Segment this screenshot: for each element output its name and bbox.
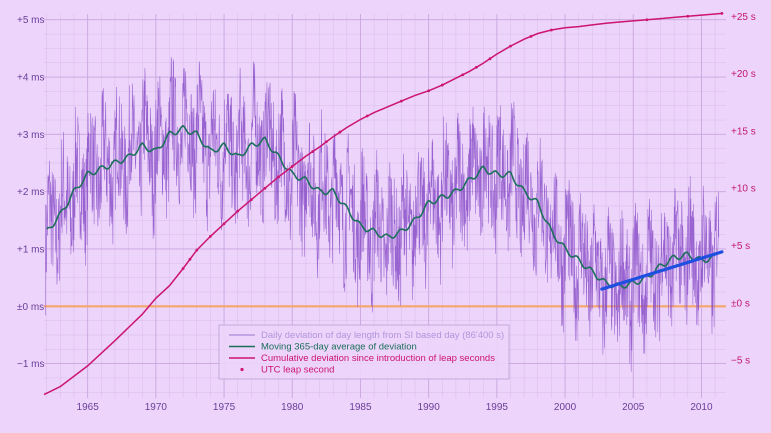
x-axis-tick-label: 2005	[622, 402, 645, 413]
moving-average-line	[46, 124, 716, 289]
x-axis-tick-label: 2000	[554, 402, 577, 413]
leap-second-marker	[338, 130, 342, 134]
leap-second-marker	[311, 150, 315, 153]
leap-second-marker	[474, 65, 478, 69]
leap-second-marker	[365, 114, 369, 118]
leap-second-markers	[181, 12, 724, 270]
trend-line	[600, 250, 724, 291]
right-axis-tick-label: +10 s	[731, 184, 756, 195]
x-axis-tick-label: 1985	[349, 402, 372, 413]
leap-second-marker	[209, 234, 212, 238]
right-axis-tick-label: −5 s	[731, 356, 750, 367]
leap-second-marker	[277, 175, 281, 179]
x-axis-tick-label: 1980	[281, 402, 304, 413]
leap-second-marker	[509, 44, 512, 48]
leap-second-marker	[188, 257, 192, 261]
leap-second-marker	[686, 14, 690, 18]
right-axis-tick-label: +5 s	[731, 241, 750, 252]
x-axis: 1965 1970 1975 1980 1985 1990 1995 2000 2005 2010	[77, 402, 713, 413]
daily-deviation-line	[45, 57, 720, 372]
left-axis-tick-label: +2 ms	[17, 187, 45, 198]
leap-second-marker	[263, 186, 267, 190]
right-axis: +25 s +20 s +15 s +10 s +5 s ±0 s −5 s	[731, 12, 756, 367]
leap-second-marker	[290, 165, 294, 168]
leap-second-marker	[181, 267, 185, 270]
leap-second-marker	[222, 222, 226, 226]
legend-label: UTC leap second	[261, 365, 334, 376]
cumulative-deviation-line	[43, 12, 722, 396]
moving-average-group	[46, 124, 716, 289]
x-axis-tick-label: 1995	[486, 402, 509, 413]
right-axis-tick-label: ±0 s	[731, 298, 750, 309]
cumulative-deviation-group	[43, 12, 722, 396]
right-axis-tick-label: +25 s	[731, 12, 756, 23]
leap-second-marker	[427, 89, 431, 93]
leap-second-marker	[324, 140, 328, 144]
left-axis-tick-label: +5 ms	[17, 15, 45, 26]
leap-second-marker	[461, 73, 465, 77]
x-axis-tick-label: 1990	[418, 402, 441, 413]
left-axis: +5 ms +4 ms +3 ms +2 ms +1 ms ±0 ms −1 ms	[17, 15, 45, 370]
leap-second-marker	[720, 12, 724, 15]
daily-deviation-group	[45, 57, 720, 372]
leap-second-marker	[550, 28, 553, 32]
legend-swatch	[240, 367, 244, 372]
x-axis-tick-label: 2010	[690, 402, 713, 413]
leap-second-marker	[440, 83, 444, 87]
leap-second-marker	[249, 198, 253, 202]
legend: Daily deviation of day length from SI ba…	[218, 324, 510, 380]
left-axis-tick-label: +4 ms	[17, 73, 45, 84]
legend-label: Moving 365-day average of deviation	[261, 342, 417, 353]
x-axis-tick-label: 1965	[77, 402, 100, 413]
left-axis-tick-label: +1 ms	[17, 244, 45, 255]
left-axis-tick-label: −1 ms	[17, 359, 45, 370]
leap-second-marker	[645, 18, 649, 22]
leap-second-marker	[195, 248, 199, 252]
legend-label: Daily deviation of day length from SI ba…	[261, 330, 504, 341]
trend-line-group	[600, 250, 724, 291]
leap-second-marker	[399, 99, 403, 103]
left-axis-tick-label: ±0 ms	[17, 302, 44, 313]
x-axis-tick-label: 1970	[145, 402, 168, 413]
leap-second-marker	[529, 34, 533, 38]
legend-box	[218, 324, 510, 380]
legend-label: Cumulative deviation since introduction …	[261, 353, 495, 364]
leap-second-marker	[236, 209, 240, 213]
right-axis-tick-label: +20 s	[731, 69, 756, 80]
left-axis-tick-label: +3 ms	[17, 130, 45, 141]
leap-second-marker	[488, 57, 492, 61]
x-axis-tick-label: 1975	[213, 402, 236, 413]
right-axis-tick-label: +15 s	[731, 126, 756, 137]
